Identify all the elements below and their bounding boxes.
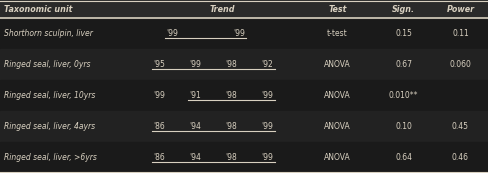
Bar [0, 80, 488, 111]
Text: 0.010**: 0.010** [388, 91, 417, 100]
Bar [0, 49, 488, 80]
Text: '99: '99 [261, 91, 273, 100]
Text: 0.10: 0.10 [394, 122, 411, 131]
Text: '86: '86 [153, 122, 165, 131]
Text: '95: '95 [153, 60, 165, 69]
Text: '99: '99 [166, 29, 178, 38]
Text: Taxonomic unit: Taxonomic unit [4, 4, 72, 13]
Text: Ringed seal, liver, 10yrs: Ringed seal, liver, 10yrs [4, 91, 95, 100]
Text: Power: Power [446, 4, 473, 13]
Text: '92: '92 [261, 60, 273, 69]
Text: Sign.: Sign. [391, 4, 414, 13]
Text: 0.46: 0.46 [451, 153, 468, 162]
Text: '98: '98 [225, 153, 237, 162]
Text: '98: '98 [225, 91, 237, 100]
Bar [0, 111, 488, 142]
Text: '99: '99 [153, 91, 165, 100]
Text: '98: '98 [225, 122, 237, 131]
Text: 0.060: 0.060 [448, 60, 470, 69]
Bar [0, 0, 488, 18]
Text: '99: '99 [261, 153, 273, 162]
Text: 0.67: 0.67 [394, 60, 411, 69]
Text: '94: '94 [189, 153, 201, 162]
Text: '91: '91 [189, 91, 201, 100]
Text: t-test: t-test [326, 29, 347, 38]
Text: ANOVA: ANOVA [324, 60, 350, 69]
Text: Trend: Trend [209, 4, 235, 13]
Text: '99: '99 [189, 60, 201, 69]
Text: '94: '94 [189, 122, 201, 131]
Text: Ringed seal, liver, 0yrs: Ringed seal, liver, 0yrs [4, 60, 90, 69]
Text: Shorthorn sculpin, liver: Shorthorn sculpin, liver [4, 29, 93, 38]
Text: '99: '99 [233, 29, 245, 38]
Text: Ringed seal, liver, 4ayrs: Ringed seal, liver, 4ayrs [4, 122, 95, 131]
Bar [0, 142, 488, 173]
Text: 0.64: 0.64 [394, 153, 411, 162]
Text: 0.15: 0.15 [394, 29, 411, 38]
Text: ANOVA: ANOVA [324, 122, 350, 131]
Text: Test: Test [327, 4, 346, 13]
Text: ANOVA: ANOVA [324, 153, 350, 162]
Text: '99: '99 [261, 122, 273, 131]
Text: 0.11: 0.11 [451, 29, 468, 38]
Bar [0, 18, 488, 49]
Text: 0.45: 0.45 [451, 122, 468, 131]
Text: Ringed seal, liver, >6yrs: Ringed seal, liver, >6yrs [4, 153, 97, 162]
Text: '98: '98 [225, 60, 237, 69]
Text: ANOVA: ANOVA [324, 91, 350, 100]
Text: '86: '86 [153, 153, 165, 162]
